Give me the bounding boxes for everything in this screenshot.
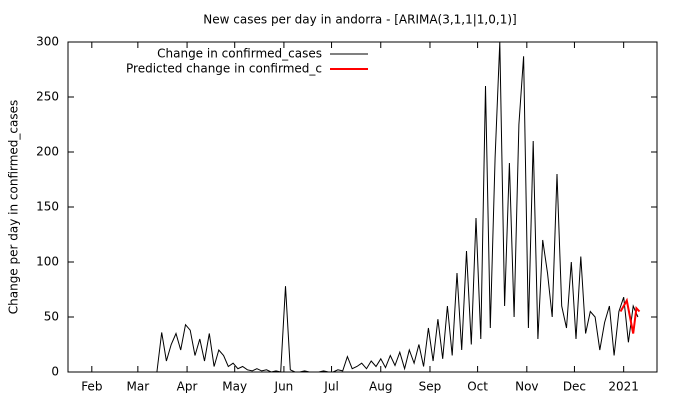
- x-tick-label: Mar: [127, 380, 150, 394]
- series-line: [137, 41, 639, 373]
- x-tick-label: Jun: [274, 380, 294, 394]
- chart-title: New cases per day in andorra - [ARIMA(3,…: [203, 13, 516, 27]
- x-tick-label: Apr: [177, 380, 198, 394]
- x-tick-label: Sep: [419, 380, 442, 394]
- y-tick-label: 250: [36, 90, 59, 104]
- y-axis-label: Change per day in confirmed_cases: [7, 100, 21, 315]
- x-tick-label: Feb: [81, 380, 102, 394]
- y-tick-label: 0: [51, 365, 59, 379]
- x-tick-label: Nov: [515, 380, 538, 394]
- plot-border: [67, 41, 658, 373]
- series-line: [619, 297, 641, 334]
- y-tick-label: 150: [36, 200, 59, 214]
- legend-label: Change in confirmed_cases: [157, 47, 322, 61]
- x-tick-label: 2021: [608, 380, 639, 394]
- x-tick-label: Jul: [323, 380, 338, 394]
- y-tick-label: 300: [36, 35, 59, 49]
- y-tick-label: 200: [36, 145, 59, 159]
- x-tick-label: Dec: [563, 380, 586, 394]
- x-tick-label: Aug: [369, 380, 392, 394]
- legend-label: Predicted change in confirmed_c: [126, 62, 322, 76]
- x-tick-label: May: [222, 380, 247, 394]
- y-tick-label: 100: [36, 255, 59, 269]
- y-tick-label: 50: [44, 310, 59, 324]
- x-tick-label: Oct: [467, 380, 488, 394]
